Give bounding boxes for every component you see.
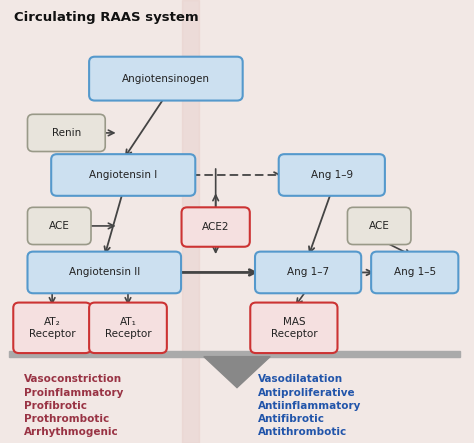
- FancyBboxPatch shape: [51, 154, 195, 196]
- Text: Circulating RAAS system: Circulating RAAS system: [14, 11, 199, 24]
- Text: Angiotensinogen: Angiotensinogen: [122, 74, 210, 84]
- Text: Antiinflammatory: Antiinflammatory: [258, 401, 362, 411]
- FancyBboxPatch shape: [371, 252, 458, 293]
- FancyBboxPatch shape: [27, 207, 91, 245]
- Text: Ang 1–7: Ang 1–7: [287, 268, 329, 277]
- Text: Angiotensin II: Angiotensin II: [69, 268, 140, 277]
- Text: Antiproliferative: Antiproliferative: [258, 388, 356, 398]
- Polygon shape: [204, 357, 270, 388]
- Text: Vasodilatation: Vasodilatation: [258, 374, 344, 385]
- Text: Antithrombotic: Antithrombotic: [258, 427, 347, 438]
- FancyBboxPatch shape: [89, 57, 243, 101]
- FancyBboxPatch shape: [347, 207, 411, 245]
- FancyBboxPatch shape: [250, 303, 337, 353]
- Bar: [182, 0, 199, 443]
- FancyBboxPatch shape: [279, 154, 385, 196]
- Text: Arrhythmogenic: Arrhythmogenic: [24, 427, 119, 438]
- Text: ACE2: ACE2: [202, 222, 229, 232]
- Text: Vasoconstriction: Vasoconstriction: [24, 374, 122, 385]
- Text: Proinflammatory: Proinflammatory: [24, 388, 123, 398]
- Text: Renin: Renin: [52, 128, 81, 138]
- Text: Antifibrotic: Antifibrotic: [258, 414, 325, 424]
- Text: Ang 1–5: Ang 1–5: [394, 268, 436, 277]
- FancyBboxPatch shape: [89, 303, 167, 353]
- Text: AT₁
Receptor: AT₁ Receptor: [105, 317, 151, 339]
- Text: MAS
Receptor: MAS Receptor: [271, 317, 317, 339]
- Text: ACE: ACE: [369, 221, 390, 231]
- Text: Prothrombotic: Prothrombotic: [24, 414, 109, 424]
- Bar: [9, 351, 460, 357]
- Text: Ang 1–9: Ang 1–9: [311, 170, 353, 180]
- Text: ACE: ACE: [49, 221, 70, 231]
- Text: AT₂
Receptor: AT₂ Receptor: [29, 317, 75, 339]
- FancyBboxPatch shape: [13, 303, 91, 353]
- FancyBboxPatch shape: [27, 114, 105, 152]
- FancyBboxPatch shape: [255, 252, 361, 293]
- FancyBboxPatch shape: [27, 252, 181, 293]
- FancyBboxPatch shape: [182, 207, 250, 247]
- Text: Profibrotic: Profibrotic: [24, 401, 87, 411]
- Text: Angiotensin I: Angiotensin I: [89, 170, 157, 180]
